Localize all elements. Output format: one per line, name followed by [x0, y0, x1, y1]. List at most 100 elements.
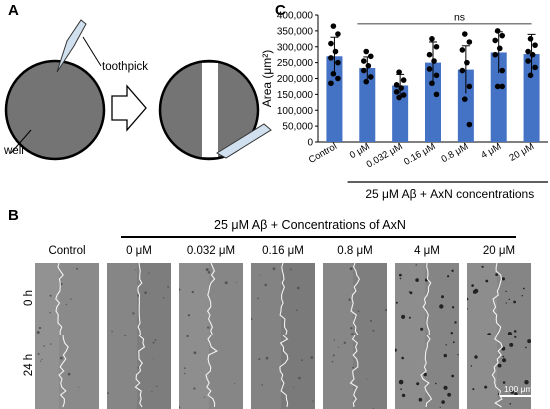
data-point: [393, 89, 400, 95]
x-tick-label: 0.8 μM: [440, 141, 471, 165]
data-point: [464, 59, 470, 66]
data-point: [525, 58, 531, 64]
y-tick-label: 100,000: [277, 106, 314, 117]
column-label: 20 μM: [482, 245, 516, 257]
column-label: 0 μM: [126, 245, 152, 257]
column-label: Control: [48, 245, 86, 257]
data-point: [363, 78, 370, 85]
y-tick-label: 200,000: [277, 74, 314, 85]
data-point: [328, 55, 334, 61]
micrograph-0h-3: [251, 263, 315, 337]
data-point: [466, 39, 473, 45]
panel-b-header: 25 μM Aβ + Concentrations of AxN: [214, 218, 406, 232]
column-label: 0.16 μM: [262, 245, 304, 257]
micrograph-24h-5: [395, 335, 459, 409]
toothpick-scratch-shape: [216, 123, 272, 159]
data-point: [492, 37, 499, 44]
micrograph-24h-0: [35, 335, 99, 409]
data-point: [335, 59, 341, 66]
data-point: [365, 63, 372, 69]
data-point: [396, 69, 402, 75]
scale-bar-label: 100 μm: [504, 384, 533, 394]
panel-b-label: B: [8, 207, 19, 224]
scale-bar: [500, 395, 540, 397]
data-point: [459, 67, 466, 74]
data-point: [433, 43, 440, 50]
x-tick-label: 0.032 μM: [365, 141, 405, 170]
micrograph-0h-6: [467, 263, 531, 337]
micrograph-24h-6: [467, 335, 531, 409]
y-tick-label: 350,000: [277, 26, 314, 37]
data-point: [433, 91, 440, 98]
data-point: [330, 23, 337, 29]
data-point: [433, 72, 440, 79]
data-point: [367, 74, 374, 80]
column-label: 0.032 μM: [186, 245, 236, 257]
data-point: [360, 67, 367, 74]
data-point: [335, 75, 341, 82]
micrograph-0h-5: [395, 263, 459, 337]
data-point: [492, 51, 499, 58]
bar: [523, 54, 540, 142]
data-point: [335, 31, 341, 37]
micrograph-24h-4: [323, 335, 387, 409]
bar: [359, 68, 376, 142]
column-label: 0.8 μM: [337, 245, 373, 257]
data-point: [426, 66, 433, 72]
micrograph-0h-4: [323, 263, 387, 337]
row-label-0h: 0 h: [23, 290, 35, 306]
data-point: [499, 32, 506, 39]
data-point: [527, 72, 534, 79]
toothpick-label: toothpick: [102, 61, 149, 73]
data-point: [363, 48, 370, 55]
panel-b-header-rule: [121, 236, 516, 238]
row-label-24h: 24 h: [23, 353, 35, 377]
micrograph-0h-1: [107, 263, 171, 337]
y-tick-label: 300,000: [277, 42, 314, 53]
data-point: [360, 58, 367, 64]
data-point: [332, 48, 339, 55]
data-point: [529, 51, 536, 58]
significance-label: ns: [454, 12, 465, 24]
panel-c-label: C: [275, 2, 286, 19]
bar: [490, 52, 507, 143]
bar-chart: 0 50,000 100,000 150,000 200,000 250,000 300,0…: [262, 11, 548, 201]
data-point: [462, 31, 468, 37]
x-tick-label: 4 μM: [479, 141, 503, 161]
data-point: [328, 80, 334, 87]
data-point: [330, 70, 337, 77]
data-point: [367, 53, 374, 60]
well-pointer: [10, 129, 32, 154]
data-point: [328, 40, 334, 47]
process-arrow-icon: [111, 84, 147, 132]
y-tick-label: 250,000: [277, 58, 314, 69]
well-label: well: [4, 145, 24, 157]
data-point: [499, 67, 506, 74]
micrograph-24h-1: [107, 335, 171, 409]
micrograph-24h-3: [251, 335, 315, 409]
data-point: [494, 28, 501, 34]
data-point: [466, 83, 473, 90]
data-point: [525, 48, 531, 55]
y-tick-label: 0: [307, 138, 313, 149]
micrograph-0h-0: [35, 263, 99, 337]
y-axis-label: Area (μm²): [262, 50, 274, 108]
micrograph-24h-2: [179, 335, 243, 409]
data-point: [532, 42, 538, 48]
y-tick-label: 400,000: [277, 11, 314, 22]
data-point: [494, 83, 501, 90]
panel-a-label: A: [8, 2, 19, 19]
data-point: [496, 45, 503, 52]
data-point: [429, 80, 435, 87]
data-point: [426, 51, 433, 58]
data-point: [499, 83, 506, 90]
data-point: [393, 82, 400, 88]
data-point: [459, 47, 466, 53]
data-point: [462, 96, 468, 102]
x-tick-label: 0.16 μM: [402, 141, 437, 168]
data-point: [400, 77, 407, 83]
y-tick-label: 50,000: [282, 122, 313, 133]
toothpick-shape: [56, 19, 87, 73]
data-point: [532, 64, 538, 71]
data-point: [527, 36, 534, 42]
